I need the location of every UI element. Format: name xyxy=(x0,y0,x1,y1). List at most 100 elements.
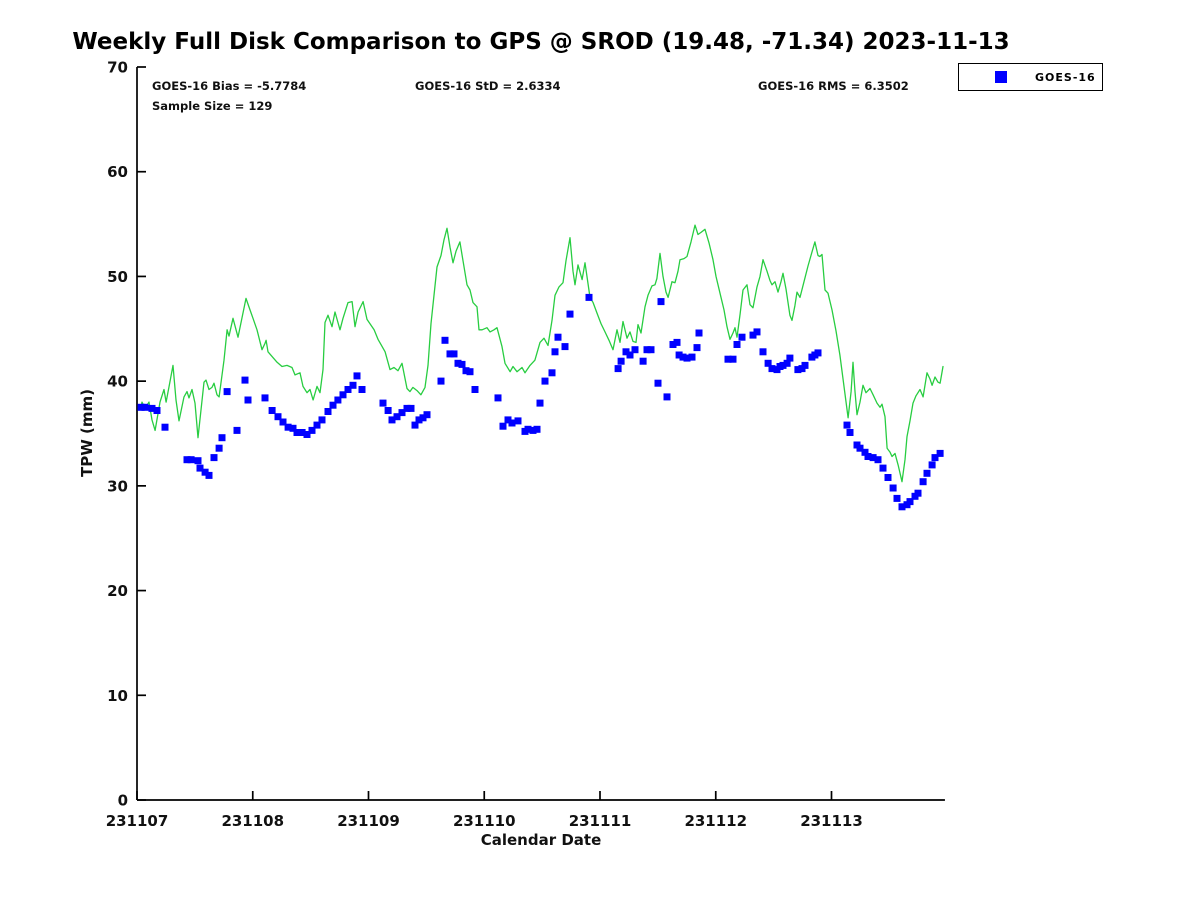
goes16-marker xyxy=(437,377,445,385)
goes16-marker xyxy=(779,361,787,369)
goes16-marker xyxy=(423,411,431,419)
goes16-marker xyxy=(724,355,732,363)
goes16-marker xyxy=(585,293,593,301)
goes16-marker xyxy=(631,346,639,354)
goes16-marker xyxy=(639,357,647,365)
gps-line xyxy=(139,224,944,483)
goes16-marker xyxy=(814,349,822,357)
goes16-marker xyxy=(931,454,939,462)
goes16-marker xyxy=(786,354,794,362)
goes16-marker xyxy=(626,351,634,359)
goes16-marker xyxy=(693,344,701,352)
goes16-marker xyxy=(614,365,622,373)
goes16-marker xyxy=(289,424,297,432)
goes16-marker xyxy=(293,429,301,436)
goes16-marker xyxy=(928,461,936,469)
goes16-marker xyxy=(205,471,213,479)
goes16-marker xyxy=(161,423,169,431)
chart-title: Weekly Full Disk Comparison to GPS @ SRO… xyxy=(72,29,1010,55)
goes16-marker xyxy=(274,413,282,421)
goes16-marker xyxy=(688,353,696,361)
goes16-marker xyxy=(864,453,872,460)
goes16-marker xyxy=(695,329,703,337)
stat-bias: GOES-16 Bias = -5.7784 xyxy=(152,79,307,93)
goes16-marker xyxy=(446,350,454,358)
goes16-marker xyxy=(533,425,541,433)
goes16-marker xyxy=(279,418,287,426)
x-tick-label: 231113 xyxy=(800,812,863,830)
goes16-marker xyxy=(244,396,252,404)
goes16-marker xyxy=(764,359,772,367)
goes16-marker xyxy=(683,354,691,362)
goes16-marker xyxy=(419,414,427,422)
goes16-marker xyxy=(334,396,342,404)
goes16-marker xyxy=(898,503,906,511)
y-tick-label: 70 xyxy=(107,59,128,77)
goes16-marker xyxy=(654,379,662,387)
goes16-marker xyxy=(679,353,687,361)
goes16-marker xyxy=(210,454,218,462)
goes16-marker xyxy=(936,449,944,457)
goes16-marker xyxy=(261,394,269,402)
goes16-marker xyxy=(349,381,357,389)
stat-sample-size: Sample Size = 129 xyxy=(152,99,273,113)
gps-line-series xyxy=(139,224,944,483)
goes16-marker xyxy=(889,484,897,492)
y-tick-label: 60 xyxy=(107,163,128,181)
y-tick-label: 0 xyxy=(118,792,128,810)
goes16-marker xyxy=(329,401,337,409)
goes16-marker xyxy=(551,348,559,356)
goes16-marker xyxy=(218,434,226,442)
goes16-marker xyxy=(884,474,892,481)
goes16-marker xyxy=(454,359,462,367)
goes16-marker xyxy=(524,425,532,433)
goes16-marker xyxy=(622,348,630,356)
goes16-marker xyxy=(561,343,569,351)
goes16-marker xyxy=(403,404,411,412)
goes16-marker xyxy=(669,341,677,348)
x-tick-label: 231112 xyxy=(684,812,747,830)
goes16-marker xyxy=(856,444,864,452)
goes16-marker xyxy=(643,346,651,354)
goes16-scatter-series xyxy=(137,293,944,511)
goes16-marker xyxy=(869,454,877,462)
goes16-marker xyxy=(657,298,665,306)
goes16-marker xyxy=(554,333,562,341)
goes16-marker xyxy=(407,404,415,412)
goes16-marker xyxy=(673,338,681,346)
goes16-marker xyxy=(411,421,419,429)
stat-std: GOES-16 StD = 2.6334 xyxy=(415,79,561,93)
goes16-marker xyxy=(358,386,366,393)
x-tick-label: 231110 xyxy=(453,812,516,830)
goes16-marker xyxy=(843,421,851,429)
goes16-marker xyxy=(353,372,361,380)
x-tick-label: 231111 xyxy=(569,812,632,830)
x-axis-label: Calendar Date xyxy=(480,831,602,849)
goes16-marker xyxy=(861,448,869,456)
goes16-marker xyxy=(733,341,741,348)
goes16-marker xyxy=(415,416,423,424)
goes16-marker xyxy=(874,456,882,464)
goes16-marker xyxy=(344,386,352,393)
goes16-marker xyxy=(393,413,401,421)
goes16-marker xyxy=(196,464,204,472)
goes16-marker xyxy=(233,426,241,434)
goes16-marker xyxy=(923,469,931,477)
x-tick-label: 231108 xyxy=(221,812,284,830)
goes16-marker xyxy=(906,498,914,506)
goes16-marker xyxy=(499,422,507,430)
goes16-marker xyxy=(566,310,574,318)
stat-rms: GOES-16 RMS = 6.3502 xyxy=(758,79,909,93)
goes16-marker xyxy=(738,333,746,341)
goes16-marker xyxy=(508,419,516,427)
goes16-marker xyxy=(471,386,479,393)
goes16-marker xyxy=(914,489,922,497)
goes16-marker xyxy=(536,399,544,407)
goes16-marker xyxy=(194,457,202,465)
goes16-marker xyxy=(647,346,655,354)
goes16-marker xyxy=(153,407,161,414)
goes16-marker xyxy=(318,416,326,424)
goes16-marker xyxy=(749,331,757,339)
goes16-marker xyxy=(187,456,195,464)
